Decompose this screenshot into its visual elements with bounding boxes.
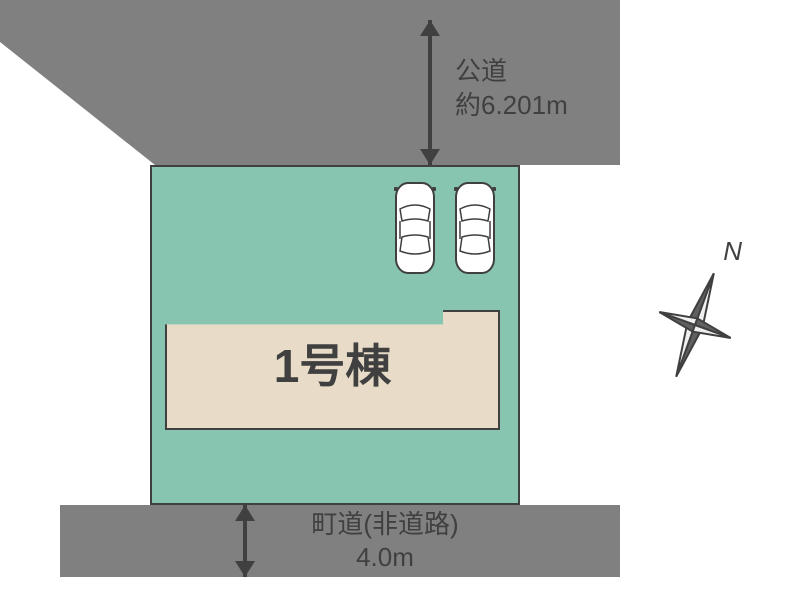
- road-top-label-line1: 公道: [455, 55, 568, 89]
- car-icon: [450, 175, 500, 280]
- road-top-label-line2: 約6.201m: [455, 89, 568, 123]
- road-width-arrow-bottom: [230, 505, 260, 577]
- road-bottom-label: 町道(非道路) 4.0m: [275, 508, 495, 573]
- road-top-label: 公道 約6.201m: [455, 55, 568, 123]
- road-bottom-label-line2: 4.0m: [275, 541, 495, 574]
- compass-north-label: N: [723, 236, 742, 267]
- road-bottom-label-line1: 町道(非道路): [275, 508, 495, 541]
- building-label: 1号棟: [165, 330, 500, 396]
- road-width-arrow-top: [415, 20, 445, 165]
- compass-icon: N: [630, 240, 760, 390]
- car-icon: [390, 175, 440, 280]
